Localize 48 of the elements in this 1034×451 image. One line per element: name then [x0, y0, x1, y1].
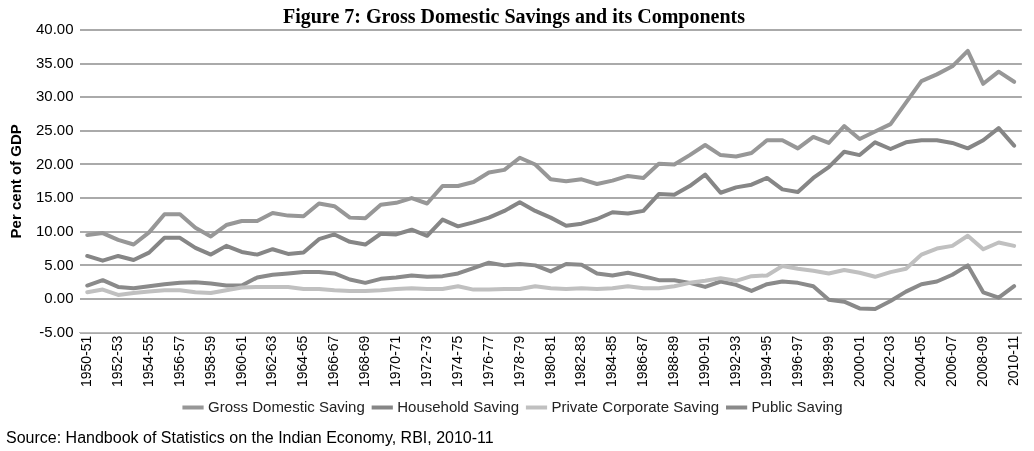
y-tick-label: 35.00 — [35, 53, 74, 71]
legend-label: Public Saving — [751, 397, 843, 415]
x-tick-label: 1988-89 — [665, 335, 682, 388]
x-tick-label: 2004-05 — [912, 335, 929, 388]
y-tick-label: 25.00 — [35, 121, 74, 139]
y-tick-label: -5.00 — [39, 322, 74, 340]
x-tick-label: 1980-81 — [541, 335, 558, 388]
x-tick-label: 1968-69 — [356, 335, 373, 388]
x-tick-label: 1976-77 — [479, 335, 496, 388]
legend-label: Private Corporate Saving — [551, 397, 720, 415]
x-tick-label: 1974-75 — [448, 335, 465, 388]
x-tick-label: 1972-73 — [417, 335, 434, 388]
y-tick-label: 40.00 — [35, 20, 74, 38]
x-tick-label: 1998-99 — [819, 335, 836, 388]
x-tick-label: 1952-53 — [109, 335, 126, 388]
x-tick-label: 1958-59 — [201, 335, 218, 388]
x-tick-label: 1960-61 — [232, 335, 249, 388]
y-tick-label: 15.00 — [35, 188, 74, 206]
x-tick-label: 1950-51 — [78, 335, 95, 388]
x-tick-label: 1986-87 — [634, 335, 651, 388]
source-note: Source: Handbook of Statistics on the Indian Economy, RBI, 2010-11 — [6, 429, 494, 447]
x-tick-label: 1970-71 — [387, 335, 404, 388]
y-tick-label: 10.00 — [35, 221, 74, 239]
x-tick-label: 2002-03 — [881, 335, 898, 388]
x-tick-label: 1996-97 — [788, 335, 805, 388]
x-tick-label: 1982-83 — [572, 335, 589, 388]
x-tick-label: 1964-65 — [294, 335, 311, 388]
x-tick-label: 1956-57 — [170, 335, 187, 388]
y-tick-label: 0.00 — [44, 289, 74, 307]
y-tick-label: 5.00 — [44, 255, 74, 273]
chart-title: Figure 7: Gross Domestic Savings and its Components — [282, 5, 746, 29]
x-tick-label: 2000-01 — [850, 335, 867, 388]
y-tick-label: 20.00 — [35, 154, 74, 172]
x-tick-label: 2010-11 — [1004, 335, 1021, 386]
x-tick-label: 1966-67 — [325, 335, 342, 388]
x-tick-label: 2008-09 — [974, 335, 991, 388]
x-tick-label: 1978-79 — [510, 335, 527, 388]
legend-label: Gross Domestic Saving — [208, 397, 365, 415]
x-tick-label: 1990-91 — [696, 335, 713, 388]
x-tick-label: 1962-63 — [263, 335, 280, 388]
x-tick-label: 1984-85 — [603, 335, 620, 388]
x-tick-label: 1994-95 — [757, 335, 774, 388]
y-axis-title: Per cent of GDP — [7, 124, 25, 239]
x-tick-label: 1954-55 — [139, 335, 156, 388]
x-tick-label: 1992-93 — [726, 335, 743, 388]
y-tick-label: 30.00 — [35, 87, 74, 105]
legend-label: Household Saving — [397, 397, 520, 415]
x-tick-label: 2006-07 — [943, 335, 960, 388]
